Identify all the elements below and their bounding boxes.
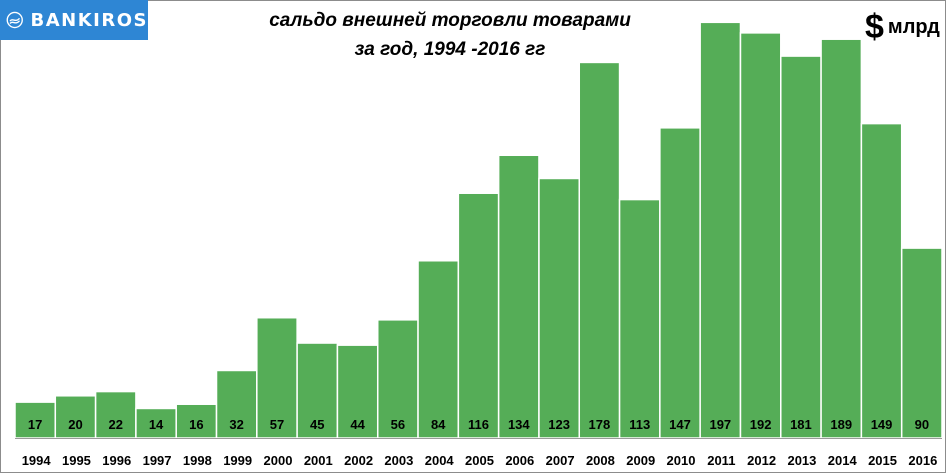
data-label-2015: 149 <box>871 417 893 432</box>
unit-magnitude: млрд <box>887 16 940 38</box>
data-label-2002: 44 <box>350 417 365 432</box>
chart-title-line-1: сальдо внешней торговли товарами <box>269 10 631 31</box>
chart-title: сальдо внешней торговли товарами за год,… <box>220 6 680 64</box>
unit-label: $ млрд <box>865 8 940 47</box>
data-label-2012: 192 <box>750 417 772 432</box>
data-label-2003: 56 <box>391 417 405 432</box>
data-label-1996: 22 <box>109 417 123 432</box>
bar-2008 <box>578 61 621 439</box>
unit-currency: $ <box>865 8 884 46</box>
bar-2013 <box>780 55 822 439</box>
bar-1998 <box>175 403 218 439</box>
x-tick-label-2011: 2011 <box>707 453 735 468</box>
x-tick-label-1997: 1997 <box>143 453 172 468</box>
data-label-2006: 134 <box>508 417 530 432</box>
x-tick-label-2002: 2002 <box>344 453 373 468</box>
data-label-2016: 90 <box>915 417 929 432</box>
data-label-1994: 17 <box>28 417 42 432</box>
bar-2002 <box>336 344 379 439</box>
x-tick-label-2010: 2010 <box>667 453 696 468</box>
bar-2005 <box>457 192 500 439</box>
data-label-2010: 147 <box>669 417 691 432</box>
bar-1995 <box>54 395 97 439</box>
data-label-2009: 113 <box>629 417 650 432</box>
bar-2015 <box>860 122 903 439</box>
bar-2003 <box>376 319 419 439</box>
x-tick-label-2004: 2004 <box>425 453 455 468</box>
data-label-1997: 14 <box>149 417 164 432</box>
data-label-1998: 16 <box>189 417 203 432</box>
chart-title-line-2: за год, 1994 -2016 гг <box>354 39 546 60</box>
x-tick-label-2001: 2001 <box>304 453 333 468</box>
brand-logo: BANKIROS <box>0 0 148 40</box>
data-label-2013: 181 <box>790 417 812 432</box>
x-tick-label-2008: 2008 <box>586 453 615 468</box>
bankiros-logo-icon <box>6 11 23 29</box>
data-label-2008: 178 <box>589 417 611 432</box>
bar-2010 <box>659 127 701 439</box>
x-tick-label-2013: 2013 <box>787 453 816 468</box>
data-label-2011: 197 <box>709 417 731 432</box>
bar-2007 <box>538 177 581 439</box>
x-tick-label-2007: 2007 <box>546 453 575 468</box>
bar-2011 <box>699 21 742 439</box>
bar-2006 <box>497 154 540 439</box>
x-tick-label-1999: 1999 <box>223 453 252 468</box>
bar-1996 <box>94 390 137 439</box>
data-label-2001: 45 <box>310 417 324 432</box>
data-label-1995: 20 <box>68 417 82 432</box>
brand-name: BANKIROS <box>30 9 148 31</box>
data-label-1999: 32 <box>229 417 243 432</box>
x-tick-label-2005: 2005 <box>465 453 494 468</box>
x-tick-label-2016: 2016 <box>908 453 937 468</box>
x-tick-label-1995: 1995 <box>62 453 91 468</box>
bar-2004 <box>417 260 460 439</box>
data-label-2000: 57 <box>270 417 284 432</box>
x-tick-label-1998: 1998 <box>183 453 212 468</box>
data-label-2014: 189 <box>830 417 852 432</box>
bar-2014 <box>820 38 863 439</box>
bar-2012 <box>739 32 782 439</box>
x-tick-label-2009: 2009 <box>626 453 655 468</box>
x-tick-label-1996: 1996 <box>102 453 131 468</box>
bar-2009 <box>618 198 661 439</box>
x-tick-label-2006: 2006 <box>505 453 534 468</box>
bar-2000 <box>256 316 298 439</box>
data-label-2004: 84 <box>431 417 446 432</box>
x-tick-label-1994: 1994 <box>22 453 52 468</box>
data-label-2007: 123 <box>548 417 570 432</box>
x-tick-label-2014: 2014 <box>828 453 858 468</box>
bar-2016 <box>900 247 943 439</box>
x-tick-label-2012: 2012 <box>747 453 776 468</box>
x-tick-label-2003: 2003 <box>384 453 413 468</box>
data-label-2005: 116 <box>468 417 489 432</box>
x-tick-label-2000: 2000 <box>264 453 293 468</box>
x-tick-label-2015: 2015 <box>868 453 897 468</box>
